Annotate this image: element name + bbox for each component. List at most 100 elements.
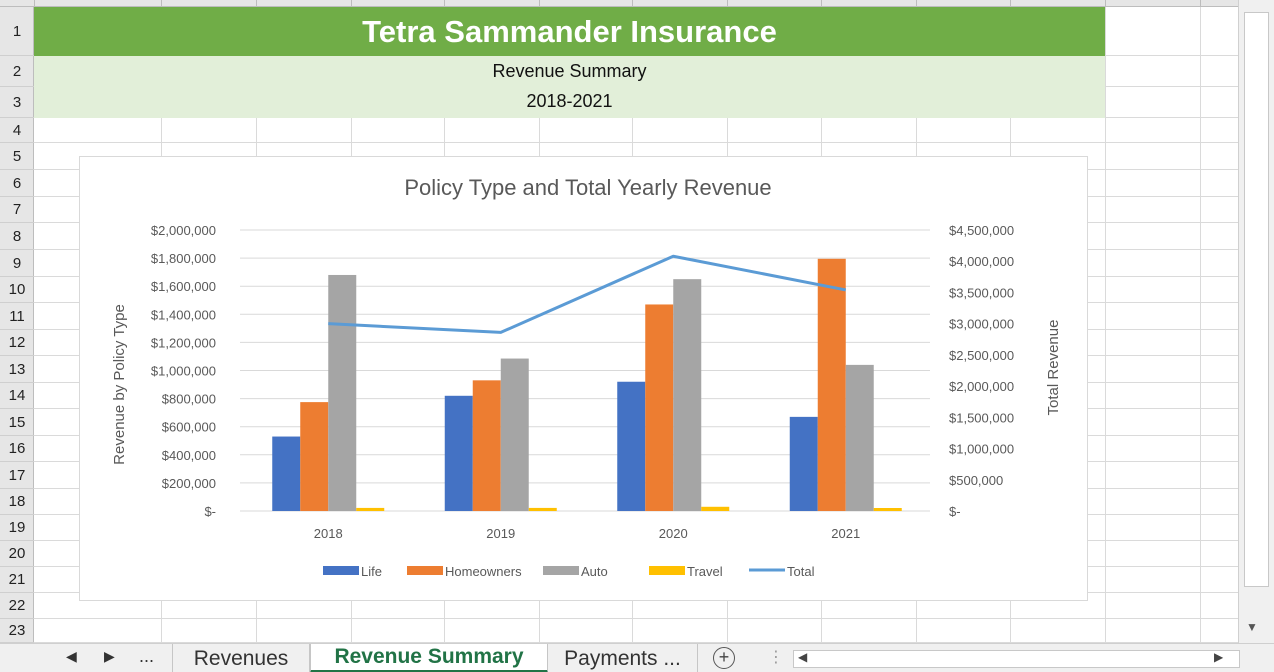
grid-row-line: [34, 618, 1238, 619]
row-header[interactable]: 20: [0, 541, 34, 567]
subtitle-band[interactable]: Revenue Summary 2018-2021: [34, 56, 1105, 118]
row-header[interactable]: 5: [0, 143, 34, 170]
row-header[interactable]: 21: [0, 567, 34, 593]
y2-tick-label: $-: [949, 504, 961, 519]
column-separator: [632, 0, 633, 7]
bar-travel-2018: [356, 507, 385, 511]
tab-payments[interactable]: Payments ...: [548, 644, 698, 672]
y2-tick-label: $1,500,000: [949, 410, 1014, 425]
row-header[interactable]: 17: [0, 462, 34, 489]
row-headers: 1 2 3 4 5 6 7 8 9 10 11 12 13 14 15 16 17 18 19 20 21 22 23: [0, 7, 34, 643]
row-header[interactable]: 4: [0, 118, 34, 143]
legend-swatch-auto: [543, 566, 579, 575]
column-separator: [916, 0, 917, 7]
legend-label: Homeowners: [445, 564, 522, 579]
column-separator: [539, 0, 540, 7]
bar-homeowners-2021: [817, 258, 846, 511]
row-header[interactable]: 8: [0, 223, 34, 250]
row-header[interactable]: 18: [0, 489, 34, 515]
y-tick-label: $1,800,000: [151, 251, 216, 266]
x-tick-label: 2021: [831, 526, 860, 541]
y-tick-label: $1,200,000: [151, 335, 216, 350]
scroll-right-icon[interactable]: ▶: [1214, 650, 1224, 664]
legend-label: Auto: [581, 564, 608, 579]
column-separator: [161, 0, 162, 7]
revenue-chart[interactable]: Policy Type and Total Yearly Revenue $- $2…: [79, 156, 1088, 601]
y-tick-label: $1,000,000: [151, 364, 216, 379]
prev-sheet-icon[interactable]: ◀: [66, 648, 77, 664]
grid-row-line: [34, 642, 1238, 643]
y2-tick-label: $4,000,000: [949, 254, 1014, 269]
y2-tick-label: $3,000,000: [949, 317, 1014, 332]
row-header[interactable]: 14: [0, 383, 34, 409]
column-separator: [34, 0, 35, 7]
bar-homeowners-2019: [472, 380, 501, 511]
bar-life-2020: [617, 381, 646, 511]
vertical-scroll-thumb[interactable]: [1244, 12, 1269, 587]
row-header[interactable]: 1: [0, 7, 34, 56]
legend-swatch-homeowners: [407, 566, 443, 575]
bar-auto-2018: [328, 274, 357, 511]
row-header[interactable]: 15: [0, 409, 34, 436]
row-header[interactable]: 22: [0, 593, 34, 619]
y2-tick-label: $2,000,000: [949, 379, 1014, 394]
sheet-tab-bar: ◀ ▶ ... Revenues Revenue Summary Payment…: [0, 643, 1274, 672]
y-tick-label: $1,400,000: [151, 307, 216, 322]
bar-homeowners-2020: [645, 304, 674, 511]
x-tick-label: 2019: [486, 526, 515, 541]
row-header[interactable]: 19: [0, 515, 34, 541]
tab-revenue-summary[interactable]: Revenue Summary: [310, 644, 548, 672]
legend-label: Travel: [687, 564, 723, 579]
row-header[interactable]: 16: [0, 436, 34, 462]
title-cell[interactable]: Tetra Sammander Insurance: [34, 7, 1105, 56]
row-header[interactable]: 6: [0, 170, 34, 197]
row-header[interactable]: 3: [0, 87, 34, 118]
next-sheet-icon[interactable]: ▶: [104, 648, 115, 664]
row-header[interactable]: 12: [0, 330, 34, 356]
scroll-left-icon[interactable]: ◀: [798, 650, 808, 664]
y-tick-label: $200,000: [162, 476, 216, 491]
y2-tick-label: $3,500,000: [949, 285, 1014, 300]
y2-tick-label: $1,000,000: [949, 442, 1014, 457]
column-separator: [256, 0, 257, 7]
x-tick-label: 2020: [659, 526, 688, 541]
more-sheets-button[interactable]: ...: [139, 646, 155, 666]
tab-revenues[interactable]: Revenues: [172, 644, 310, 672]
row-header[interactable]: 11: [0, 303, 34, 330]
row-header[interactable]: 9: [0, 250, 34, 277]
y-tick-label: $1,600,000: [151, 279, 216, 294]
chart-canvas: Policy Type and Total Yearly Revenue $- $2…: [111, 175, 1062, 579]
legend-swatch-travel: [649, 566, 685, 575]
chart-title: Policy Type and Total Yearly Revenue: [404, 175, 771, 200]
bar-auto-2021: [845, 364, 874, 511]
grid-col-line: [1105, 7, 1106, 643]
bar-life-2019: [444, 395, 473, 511]
add-sheet-button[interactable]: +: [713, 647, 735, 669]
column-separator: [444, 0, 445, 7]
grid-row-line: [34, 142, 1238, 143]
scroll-down-icon[interactable]: ▼: [1246, 620, 1258, 634]
bar-auto-2020: [673, 279, 702, 511]
y-tick-label: $600,000: [162, 420, 216, 435]
legend-swatch-life: [323, 566, 359, 575]
row-header[interactable]: 7: [0, 197, 34, 223]
column-header-strip: [0, 0, 1239, 7]
column-separator: [821, 0, 822, 7]
vertical-scrollbar[interactable]: ▼: [1238, 0, 1274, 643]
column-separator: [1200, 0, 1201, 7]
horizontal-scrollbar[interactable]: [793, 650, 1240, 668]
y-tick-label: $2,000,000: [151, 223, 216, 238]
y2-tick-label: $4,500,000: [949, 223, 1014, 238]
y-tick-label: $800,000: [162, 392, 216, 407]
y2-tick-label: $500,000: [949, 473, 1003, 488]
column-separator: [351, 0, 352, 7]
row-header[interactable]: 10: [0, 277, 34, 303]
row-header[interactable]: 2: [0, 56, 34, 87]
bar-travel-2020: [701, 506, 730, 511]
tab-split-handle[interactable]: ⋮: [768, 649, 784, 666]
row-header[interactable]: 23: [0, 619, 34, 643]
legend-label: Total: [787, 564, 815, 579]
row-header[interactable]: 13: [0, 356, 34, 383]
y2-tick-label: $2,500,000: [949, 348, 1014, 363]
bar-travel-2021: [873, 508, 902, 511]
